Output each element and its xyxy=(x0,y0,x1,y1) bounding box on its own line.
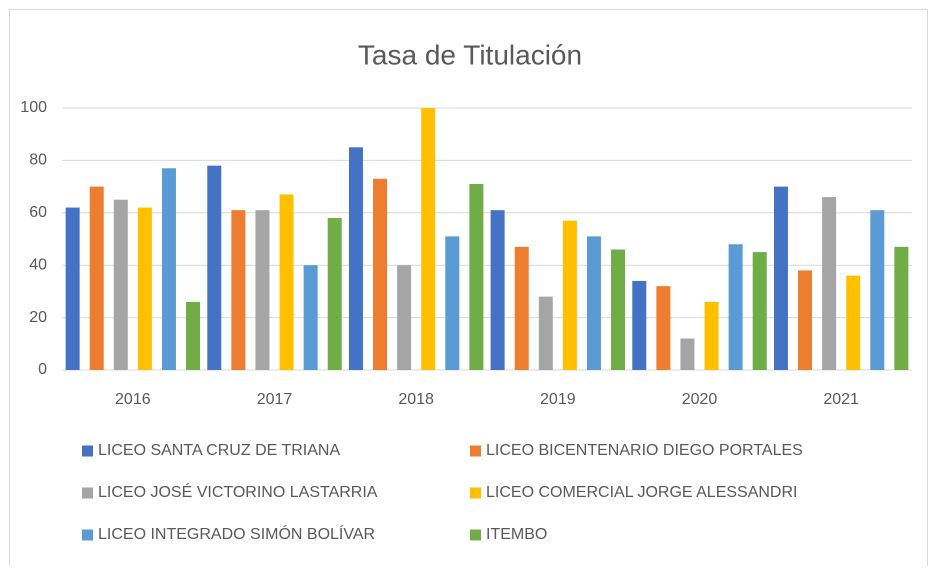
x-tick-label: 2018 xyxy=(398,391,434,408)
bar xyxy=(656,286,671,370)
bar xyxy=(728,244,743,370)
y-tick-label: 40 xyxy=(29,256,47,273)
bar xyxy=(113,199,128,370)
bar xyxy=(611,249,626,370)
bar xyxy=(373,178,388,370)
bar xyxy=(632,280,647,370)
bar xyxy=(397,265,412,370)
bar xyxy=(255,210,270,370)
bar xyxy=(65,207,80,370)
legend-label: LICEO BICENTENARIO DIEGO PORTALES xyxy=(486,442,803,459)
bar xyxy=(562,220,577,370)
legend-label: LICEO INTEGRADO SIMÓN BOLÍVAR xyxy=(98,524,375,543)
bar xyxy=(680,338,695,370)
bar xyxy=(704,301,719,370)
legend-swatch xyxy=(82,487,93,499)
legend-label: LICEO COMERCIAL JORGE ALESSANDRI xyxy=(486,484,797,501)
legend-label: ITEMBO xyxy=(486,526,547,543)
legend-label: LICEO SANTA CRUZ DE TRIANA xyxy=(98,442,340,459)
y-tick-label: 60 xyxy=(29,204,47,221)
bar xyxy=(327,218,342,370)
legend-swatch xyxy=(470,487,481,499)
x-tick-label: 2020 xyxy=(682,391,718,408)
bar xyxy=(773,186,788,370)
bar xyxy=(161,168,176,370)
bar xyxy=(514,246,529,370)
bar xyxy=(421,108,436,370)
bar xyxy=(490,210,505,370)
x-tick-label: 2016 xyxy=(115,391,151,408)
x-tick-label: 2021 xyxy=(823,391,859,408)
legend-swatch xyxy=(470,445,481,457)
bar xyxy=(894,246,909,370)
bar xyxy=(186,301,201,370)
bar xyxy=(279,194,294,370)
bar xyxy=(846,275,861,370)
y-tick-label: 100 xyxy=(20,99,47,116)
x-tick-label: 2019 xyxy=(540,391,576,408)
bar xyxy=(207,165,222,370)
legend-swatch xyxy=(82,445,93,457)
bar xyxy=(469,183,484,370)
y-tick-label: 20 xyxy=(29,309,47,326)
y-tick-label: 80 xyxy=(29,152,47,169)
y-tick-label: 0 xyxy=(38,361,47,378)
bar xyxy=(231,210,246,370)
legend-swatch xyxy=(470,529,481,541)
bar xyxy=(752,252,767,370)
bar xyxy=(89,186,104,370)
chart-title: Tasa de Titulación xyxy=(358,39,582,70)
bar xyxy=(348,147,363,370)
x-tick-label: 2017 xyxy=(257,391,293,408)
bar xyxy=(445,236,460,370)
bar xyxy=(137,207,152,370)
bar xyxy=(870,210,885,370)
bar xyxy=(586,236,601,370)
legend-swatch xyxy=(82,529,93,541)
bar xyxy=(303,265,318,370)
bar xyxy=(822,197,837,370)
bar xyxy=(798,270,813,370)
legend-label: LICEO JOSÉ VICTORINO LASTARRIA xyxy=(98,482,378,501)
bar xyxy=(538,296,553,370)
